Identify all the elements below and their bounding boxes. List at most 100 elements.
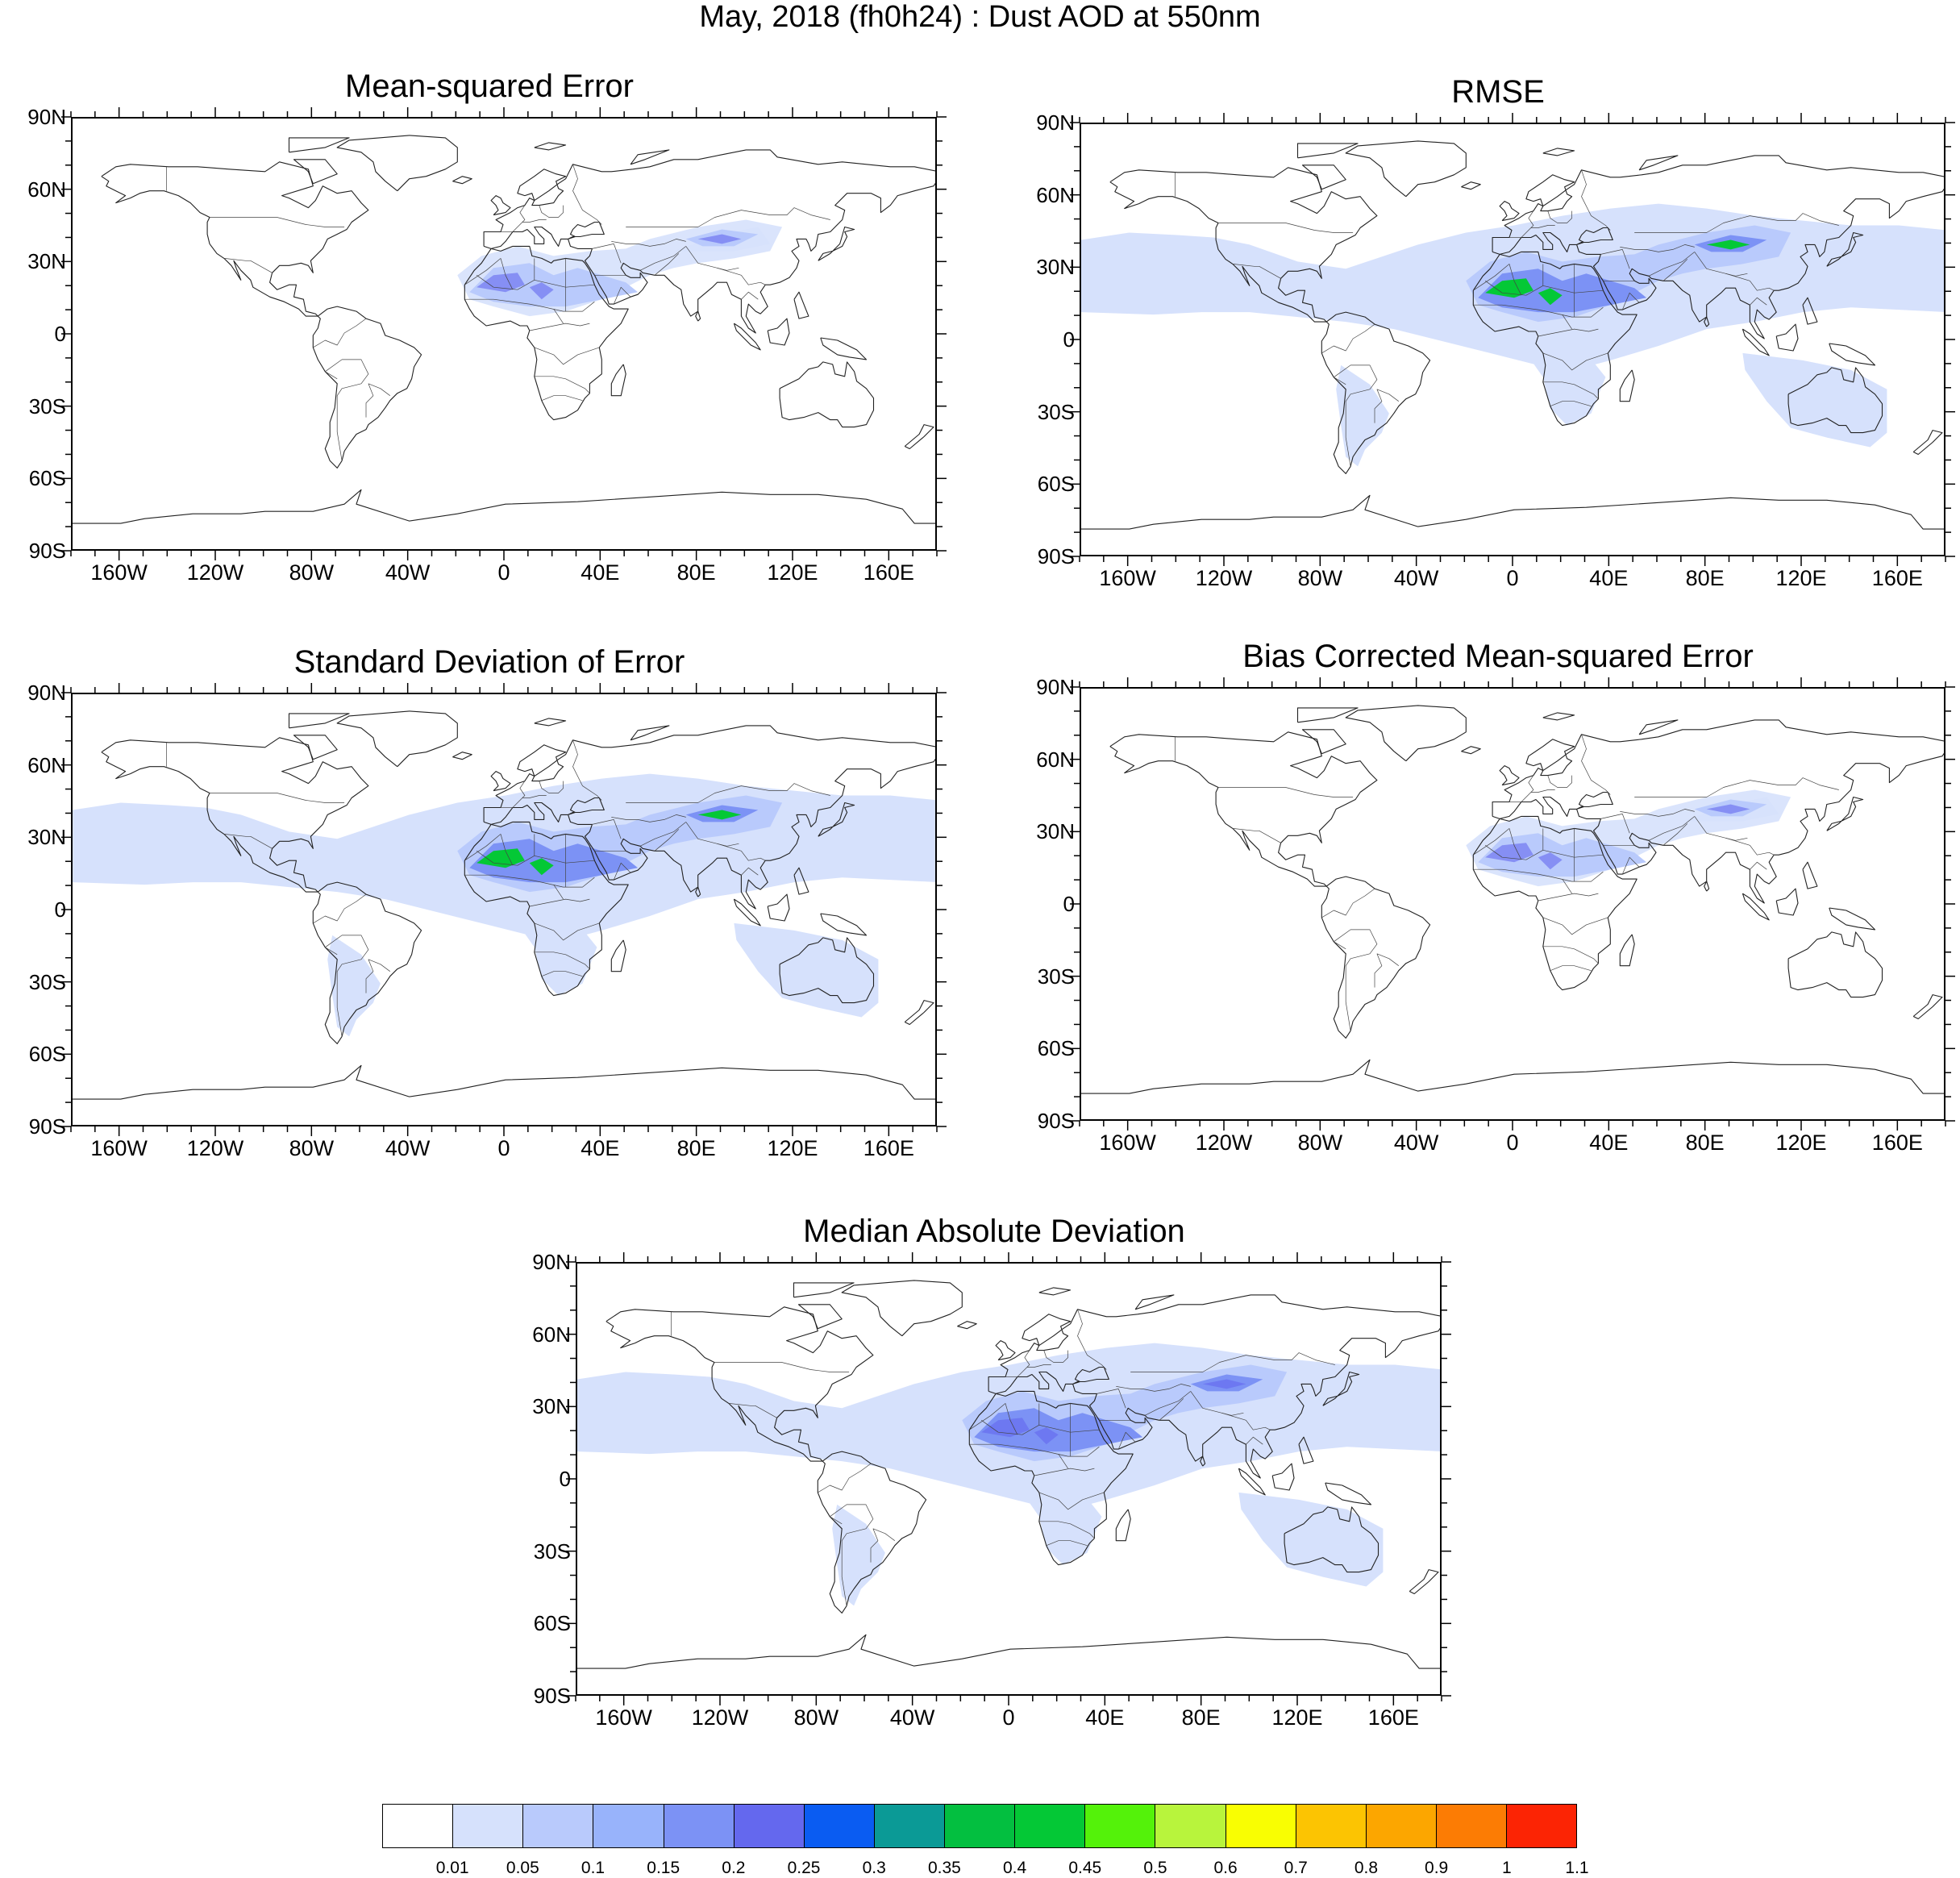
coastline [1492, 719, 1944, 904]
coastline [1638, 155, 1679, 171]
colorbar-swatch [664, 1805, 734, 1847]
country-border [1034, 1468, 1095, 1476]
lat-tick-label: 90N [1036, 110, 1075, 135]
country-border [336, 388, 343, 461]
coastline [610, 939, 626, 972]
colorbar-swatch [1015, 1805, 1086, 1847]
country-border [500, 834, 514, 866]
country-border [1005, 1403, 1018, 1435]
lon-tick-label: 160W [1099, 1131, 1156, 1155]
coastline [1492, 155, 1944, 339]
aod-field-peak [697, 810, 742, 820]
country-border [539, 205, 564, 218]
coastline [483, 149, 935, 334]
lon-tick-label: 40W [1393, 1131, 1439, 1155]
coastline [767, 318, 790, 346]
country-border [1374, 953, 1383, 988]
aod-field-peak [697, 234, 742, 244]
coastline [1619, 934, 1635, 967]
coastline [695, 886, 701, 897]
country-border [870, 1528, 879, 1563]
aod-field-light [517, 922, 597, 996]
coastline [1912, 994, 1943, 1020]
coastline [630, 149, 670, 165]
country-border [1130, 1352, 1335, 1372]
country-border [728, 1403, 777, 1418]
lon-tick-label: 120W [186, 560, 244, 585]
coastline [1829, 907, 1876, 931]
lon-tick-label: 80W [1297, 1131, 1343, 1155]
country-border [592, 819, 622, 839]
colorbar-swatch [1155, 1805, 1226, 1847]
colorbar-swatch [874, 1805, 945, 1847]
panel-median-absolute-deviation: Median Absolute Deviation 90N 60N 30N 0 30S 6… [505, 1214, 1484, 1770]
colorbar-label: 0.01 [435, 1859, 469, 1877]
lon-tick-label: 80W [289, 1136, 335, 1160]
country-border [500, 258, 514, 290]
aod-field-peak [1485, 843, 1533, 863]
country-border [1038, 1521, 1095, 1539]
coastline [1542, 148, 1575, 156]
country-border [611, 239, 686, 247]
coastline [1296, 143, 1359, 159]
lat-tick-label: 90N [1036, 675, 1075, 699]
country-border [1581, 169, 1611, 231]
panel-title: Median Absolute Deviation [803, 1214, 1185, 1249]
lat-tick-label: 90S [28, 539, 66, 563]
lat-tick-label: 90S [28, 1114, 66, 1139]
country-border [639, 246, 687, 271]
colorbar-label: 0.45 [1068, 1859, 1102, 1877]
country-border [741, 867, 759, 876]
world-map [71, 117, 937, 551]
map-canvas [1081, 140, 1944, 530]
colorbar-swatch [1296, 1805, 1367, 1847]
country-border [534, 347, 600, 365]
aod-field-peak [476, 848, 525, 868]
lat-tick-label: 0 [1063, 327, 1075, 352]
lon-tick-label: 40E [1589, 1131, 1629, 1155]
coastline [336, 710, 458, 768]
lon-tick-label: 40W [889, 1705, 935, 1730]
lat-tick-label: 60S [28, 466, 66, 491]
coastline [1826, 231, 1864, 267]
country-border [1648, 252, 1696, 277]
coastline [1704, 316, 1710, 327]
lat-tick-label: 0 [54, 322, 66, 346]
lon-tick-label: 120W [691, 1705, 749, 1730]
country-border [717, 843, 766, 861]
map-canvas [73, 710, 935, 1100]
coastline [1802, 861, 1818, 889]
lat-tick-label: 60S [1037, 1036, 1075, 1061]
lat-tick-label: 60N [27, 177, 66, 202]
aod-field-peak [1538, 852, 1563, 870]
coastline [1638, 719, 1679, 735]
country-border [969, 1403, 1006, 1430]
country-border [1376, 953, 1400, 966]
country-border [1221, 1412, 1271, 1430]
coastline [841, 1280, 963, 1337]
country-border [368, 383, 391, 396]
country-border [841, 1533, 847, 1606]
coastline [336, 135, 458, 192]
coastline [779, 937, 875, 1004]
country-border [1159, 1398, 1184, 1421]
coastline [1619, 369, 1635, 402]
country-border [572, 164, 602, 225]
world-map [71, 693, 937, 1126]
coastline [1499, 201, 1520, 222]
coastline [818, 802, 855, 837]
lon-tick-label: 80E [676, 560, 716, 585]
country-border [476, 851, 595, 866]
country-border [529, 898, 590, 907]
lon-tick-label: 40E [581, 1136, 620, 1160]
lon-tick-label: 80E [1685, 1131, 1725, 1155]
colorbar-swatch [945, 1805, 1016, 1847]
country-border [464, 258, 501, 285]
country-border [464, 298, 595, 312]
lat-tick-label: 30S [533, 1539, 571, 1564]
coastline [73, 1064, 935, 1100]
country-border [1562, 314, 1572, 330]
country-border [1345, 958, 1351, 1031]
lon-tick-label: 120E [1271, 1705, 1323, 1730]
panel-title: Mean-squared Error [345, 69, 634, 104]
